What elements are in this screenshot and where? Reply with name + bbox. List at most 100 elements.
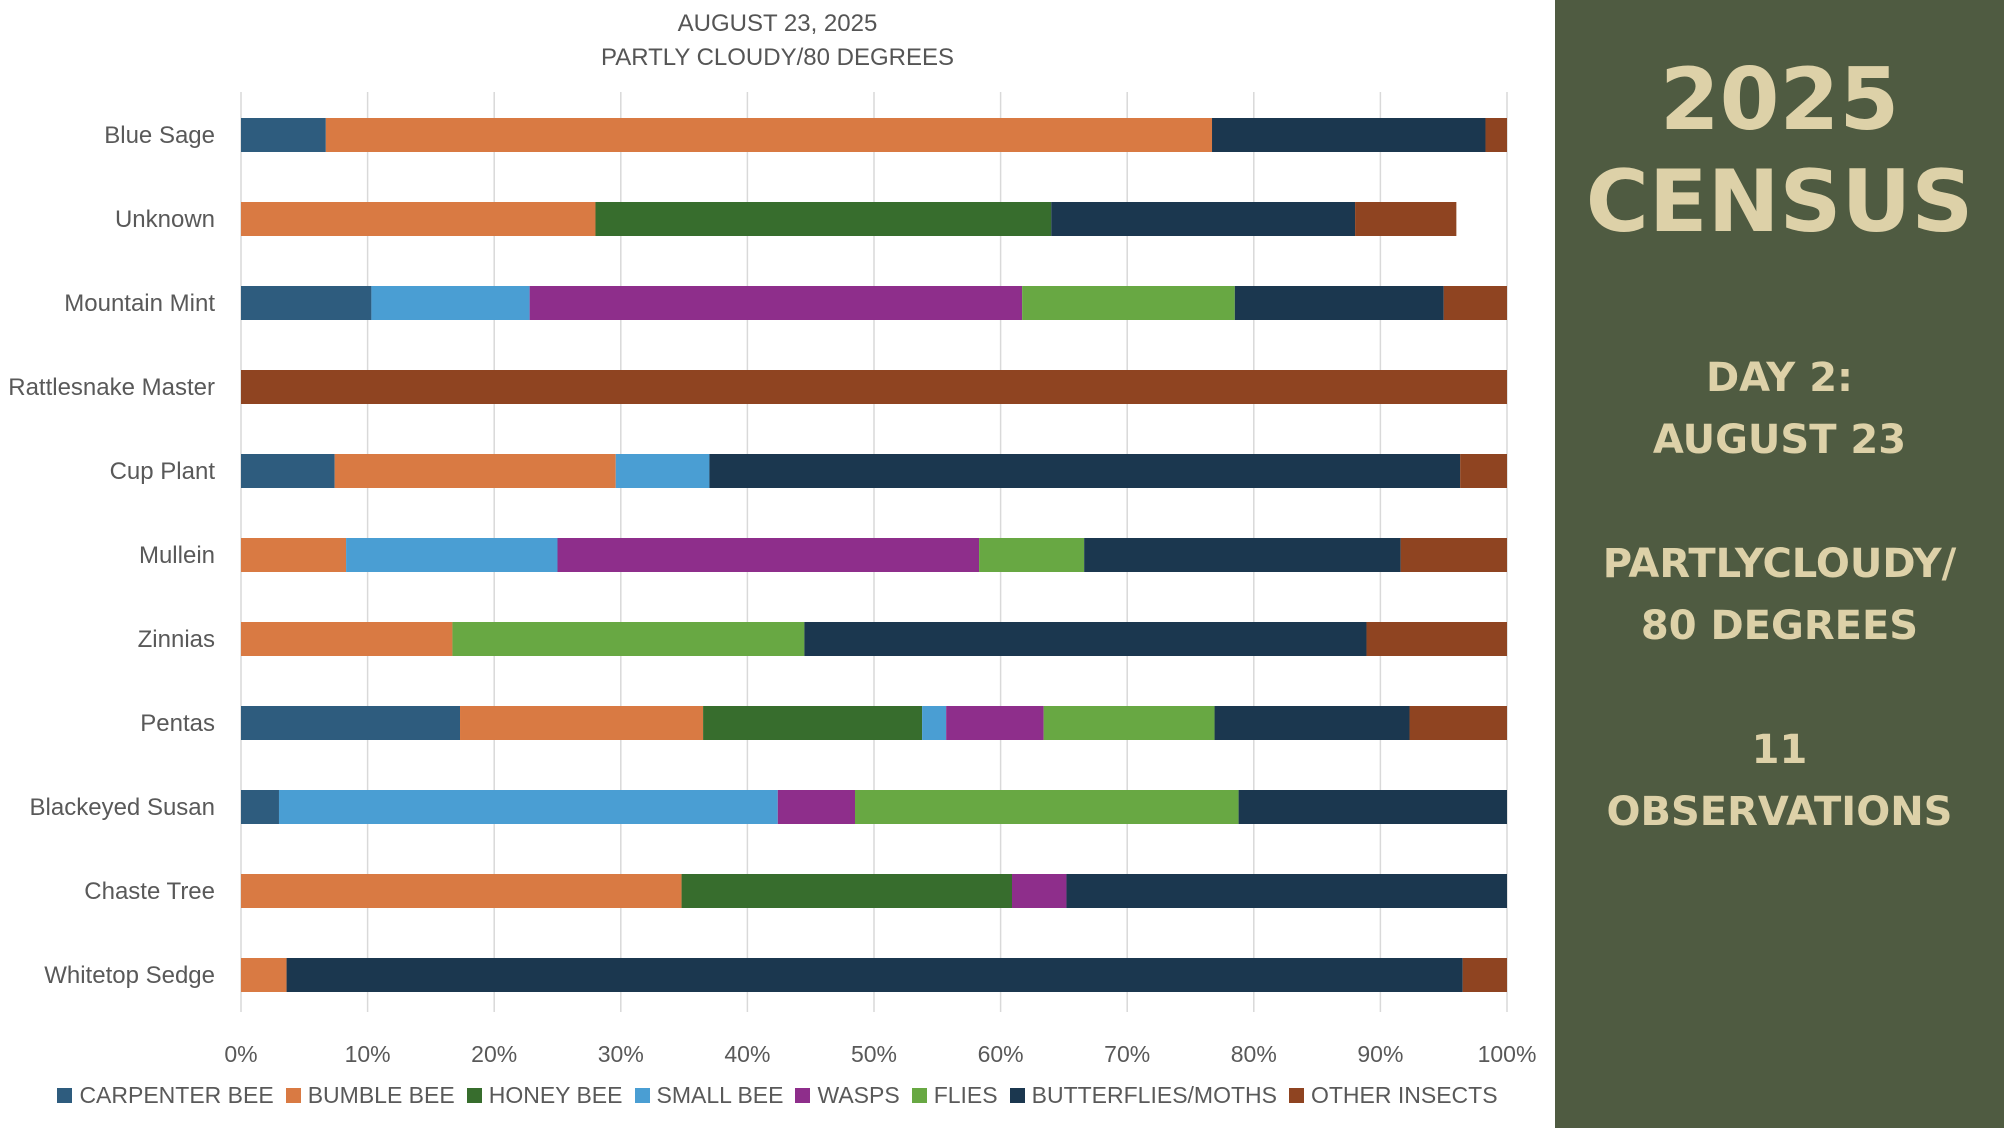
legend-label: FLIES: [933, 1082, 998, 1108]
category-label: Mullein: [139, 542, 215, 569]
bar-segment: [1355, 202, 1457, 236]
chart-area: AUGUST 23, 2025 PARTLY CLOUDY/80 DEGREES…: [0, 10, 1555, 1109]
bar-segment: [855, 790, 1239, 824]
bar-segment: [529, 286, 1023, 320]
category-label: Whitetop Sedge: [44, 962, 215, 989]
bar-segment: [979, 538, 1085, 572]
x-tick-label: 30%: [598, 1041, 644, 1067]
bar-segment: [452, 622, 805, 656]
stacked-bar-chart: 0% 10% 20% 30% 40% 50% 60% 70% 80% 90% 100% Blue Sa…: [8, 92, 1537, 1067]
x-tick-label: 40%: [724, 1041, 770, 1067]
legend-swatch: [57, 1088, 73, 1103]
bar-segment: [1443, 286, 1507, 320]
bar-segment: [241, 118, 326, 152]
legend-label: WASPS: [817, 1082, 900, 1108]
panel-weather-line2: 80 DEGREES: [1640, 603, 1919, 649]
bar-segment: [1460, 454, 1507, 488]
bar-segment: [241, 622, 453, 656]
bar-segment: [1238, 790, 1507, 824]
bar-segment: [1485, 118, 1507, 152]
bar-segment: [1214, 706, 1410, 740]
legend-item: OTHER INSECTS: [1288, 1082, 1498, 1109]
bar-segment: [1400, 538, 1507, 572]
bar-segment: [241, 370, 1507, 404]
category-label: Cup Plant: [110, 458, 216, 485]
bar-segment: [557, 538, 980, 572]
legend-swatch: [795, 1088, 811, 1103]
panel-title-year: 2025: [1659, 50, 1900, 150]
bar-segment: [371, 286, 530, 320]
bar-segment: [1234, 286, 1444, 320]
legend-swatch: [466, 1088, 482, 1103]
panel-title-census: CENSUS: [1585, 152, 1974, 252]
bar-segment: [595, 202, 1052, 236]
bar-segment: [1043, 706, 1215, 740]
category-label: Blue Sage: [104, 122, 215, 149]
legend-item: HONEY BEE: [466, 1082, 623, 1109]
x-tick-label: 100%: [1478, 1041, 1537, 1067]
legend-swatch: [1288, 1088, 1304, 1103]
panel-day-label: DAY 2:: [1705, 355, 1854, 401]
legend-label: BUMBLE BEE: [307, 1082, 455, 1108]
bar-segment: [1409, 706, 1507, 740]
bar-segment: [278, 790, 778, 824]
bar-segment: [777, 790, 856, 824]
category-label: Blackeyed Susan: [30, 794, 215, 821]
bar-segment: [286, 958, 1463, 992]
bar-segment: [681, 874, 1012, 908]
bar-segment: [241, 538, 347, 572]
category-label: Pentas: [140, 710, 215, 737]
bar-segment: [946, 706, 1044, 740]
x-tick-label: 10%: [345, 1041, 391, 1067]
legend-label: BUTTERFLIES/MOTHS: [1031, 1082, 1277, 1108]
bar-segment: [804, 622, 1367, 656]
legend-label: OTHER INSECTS: [1310, 1082, 1498, 1108]
bar-segment: [1066, 874, 1507, 908]
legend-item: BUTTERFLIES/MOTHS: [1009, 1082, 1277, 1109]
panel-observation-count: 11: [1751, 727, 1808, 773]
legend-item: CARPENTER BEE: [57, 1082, 274, 1109]
bar-segment: [615, 454, 710, 488]
bar-segment: [334, 454, 616, 488]
legend-swatch: [911, 1088, 927, 1103]
bar-segment: [346, 538, 558, 572]
bar-segment: [1462, 958, 1507, 992]
bar-segment: [1051, 202, 1356, 236]
bar-segment: [241, 958, 287, 992]
x-tick-label: 80%: [1231, 1041, 1277, 1067]
bar-segment: [241, 286, 372, 320]
bar-segment: [1212, 118, 1486, 152]
legend-label: HONEY BEE: [488, 1082, 623, 1108]
bar-segment: [241, 202, 596, 236]
chart-legend: CARPENTER BEE BUMBLE BEE HONEY BEE SMALL BE…: [0, 1082, 1555, 1109]
x-tick-label: 70%: [1104, 1041, 1150, 1067]
legend-label: CARPENTER BEE: [79, 1082, 274, 1108]
legend-item: FLIES: [911, 1082, 998, 1109]
category-label: Mountain Mint: [64, 290, 215, 317]
bar-segment: [703, 706, 923, 740]
side-panel: 2025 CENSUS DAY 2: AUGUST 23 PARTLYCLOUD…: [1555, 0, 2004, 1128]
bar-segment: [241, 454, 335, 488]
panel-date: AUGUST 23: [1652, 417, 1907, 463]
panel-weather-line1: PARTLYCLOUDY/: [1602, 541, 1957, 587]
chart-subtitle: PARTLY CLOUDY/80 DEGREES: [600, 44, 954, 71]
bar-segment: [241, 790, 279, 824]
bar-segment: [241, 706, 461, 740]
x-tick-label: 90%: [1357, 1041, 1403, 1067]
bar-segment: [460, 706, 704, 740]
x-tick-label: 20%: [471, 1041, 517, 1067]
panel-observations-label: OBSERVATIONS: [1606, 789, 1953, 835]
bar-segment: [1011, 874, 1067, 908]
legend-label: SMALL BEE: [656, 1082, 784, 1108]
legend-swatch: [634, 1088, 650, 1103]
category-label: Unknown: [115, 206, 215, 233]
category-label: Zinnias: [138, 626, 215, 653]
category-label: Chaste Tree: [84, 878, 215, 905]
bar-segment: [922, 706, 947, 740]
x-tick-label: 60%: [978, 1041, 1024, 1067]
chart-title: AUGUST 23, 2025: [677, 10, 878, 37]
legend-item: BUMBLE BEE: [285, 1082, 455, 1109]
x-tick-label: 50%: [851, 1041, 897, 1067]
category-label: Rattlesnake Master: [8, 374, 215, 401]
